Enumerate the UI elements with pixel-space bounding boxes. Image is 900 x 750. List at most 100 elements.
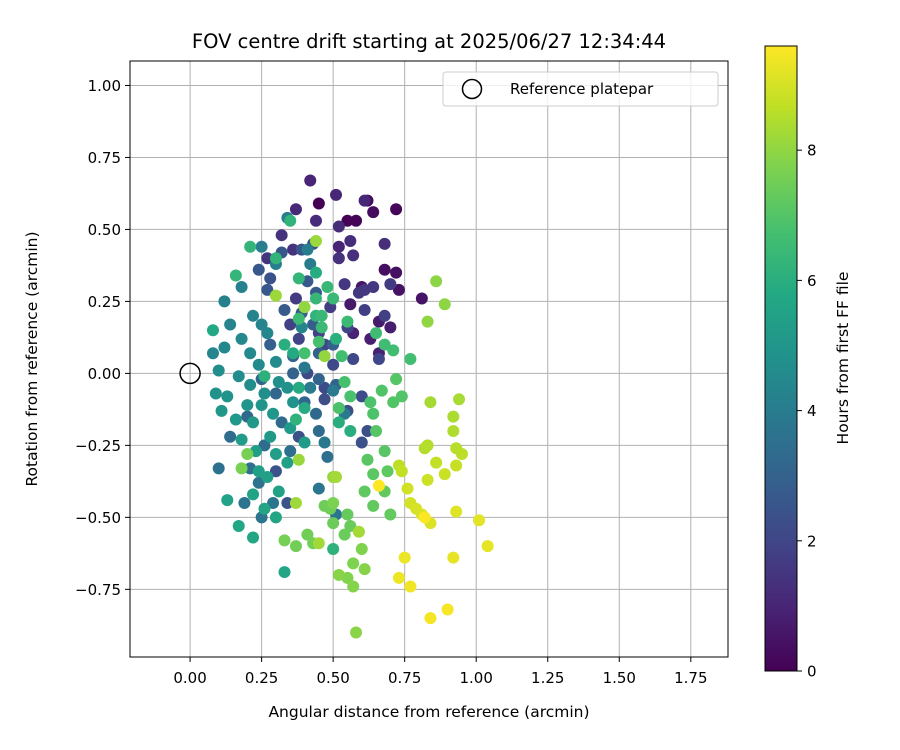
- data-point: [269, 448, 282, 461]
- reference-platepar-marker: [179, 362, 201, 385]
- colorbar-tick-label: 0: [807, 663, 817, 681]
- y-tick-label: 0.25: [88, 293, 121, 311]
- data-point: [312, 197, 325, 210]
- colorbar-tick-label: 6: [807, 272, 817, 290]
- data-point: [447, 424, 460, 437]
- colorbar: 0 2 4 6 8 Hours from first FF file: [764, 45, 852, 681]
- data-point: [312, 537, 325, 550]
- data-point: [261, 471, 274, 484]
- data-point: [318, 393, 331, 406]
- data-point: [275, 416, 288, 429]
- data-point: [367, 206, 380, 219]
- legend-box: [442, 71, 719, 107]
- data-point: [358, 194, 371, 207]
- data-point: [278, 566, 291, 579]
- data-point: [221, 390, 234, 403]
- data-point: [289, 292, 302, 305]
- data-point: [224, 430, 237, 443]
- data-point: [258, 387, 271, 400]
- data-point: [332, 220, 345, 233]
- data-point: [395, 465, 408, 478]
- data-point: [355, 390, 368, 403]
- data-point: [387, 396, 400, 409]
- x-tick-label: 0.75: [388, 669, 421, 687]
- data-point: [344, 519, 357, 532]
- data-point: [384, 278, 397, 291]
- grid-lines: [130, 61, 728, 657]
- data-point: [206, 324, 219, 337]
- data-point: [284, 445, 297, 458]
- data-point: [281, 456, 294, 469]
- data-point: [292, 453, 305, 466]
- data-point: [287, 347, 300, 360]
- data-point: [327, 384, 340, 397]
- x-tick-label: 1.75: [674, 669, 707, 687]
- data-point: [261, 283, 274, 296]
- data-point: [424, 612, 437, 625]
- data-point: [453, 393, 466, 406]
- data-point: [289, 203, 302, 216]
- data-point: [355, 436, 368, 449]
- data-point: [390, 373, 403, 386]
- data-point: [387, 344, 400, 357]
- x-tick-label: 1.25: [531, 669, 564, 687]
- data-point: [252, 358, 265, 371]
- data-point: [312, 424, 325, 437]
- data-point: [244, 347, 257, 360]
- data-point: [372, 479, 385, 492]
- data-point: [309, 214, 322, 227]
- x-tick-label: 1.50: [603, 669, 636, 687]
- data-point: [309, 292, 322, 305]
- data-point: [304, 381, 317, 394]
- data-point: [247, 416, 260, 429]
- data-point: [344, 390, 357, 403]
- data-point: [332, 252, 345, 265]
- data-point: [372, 353, 385, 365]
- data-point: [347, 353, 360, 365]
- data-point: [473, 514, 486, 527]
- data-point: [430, 456, 443, 469]
- data-point: [221, 494, 234, 507]
- data-point: [261, 252, 274, 265]
- data-point: [455, 448, 468, 461]
- data-point: [292, 312, 305, 325]
- data-point: [312, 335, 325, 348]
- data-point: [318, 350, 331, 363]
- data-point: [284, 214, 297, 227]
- data-point: [272, 376, 285, 389]
- data-point: [341, 214, 354, 227]
- data-point: [418, 511, 431, 524]
- data-point: [235, 332, 248, 345]
- y-tick-label: 0.50: [88, 221, 121, 239]
- data-point: [438, 468, 451, 481]
- data-point: [327, 517, 340, 530]
- data-point: [224, 318, 237, 331]
- y-tick-label: −0.50: [75, 509, 121, 527]
- data-point: [367, 281, 380, 294]
- data-point: [361, 453, 374, 466]
- data-point: [347, 249, 360, 262]
- data-point: [212, 462, 225, 475]
- legend-marker-icon: [461, 78, 483, 100]
- x-tick-label: 0.00: [173, 669, 206, 687]
- data-point: [421, 315, 434, 328]
- data-point: [341, 508, 354, 521]
- data-point: [392, 571, 405, 584]
- data-point: [218, 295, 231, 308]
- y-tick-label: −0.25: [75, 437, 121, 455]
- data-point: [332, 401, 345, 414]
- data-point: [255, 318, 268, 331]
- data-point: [415, 292, 428, 305]
- data-point: [255, 399, 268, 412]
- data-point: [447, 410, 460, 423]
- data-point: [278, 338, 291, 351]
- data-point: [332, 416, 345, 429]
- data-point: [269, 355, 282, 368]
- data-point: [235, 433, 248, 446]
- y-axis-ticks: −0.75 −0.50 −0.25 0.00 0.25 0.50 0.75 1.00: [75, 77, 130, 599]
- data-point: [315, 321, 328, 334]
- data-point: [424, 396, 437, 409]
- x-axis-ticks: 0.00 0.25 0.50 0.75 1.00 1.25 1.50 1.75: [173, 657, 708, 687]
- data-point: [287, 243, 300, 256]
